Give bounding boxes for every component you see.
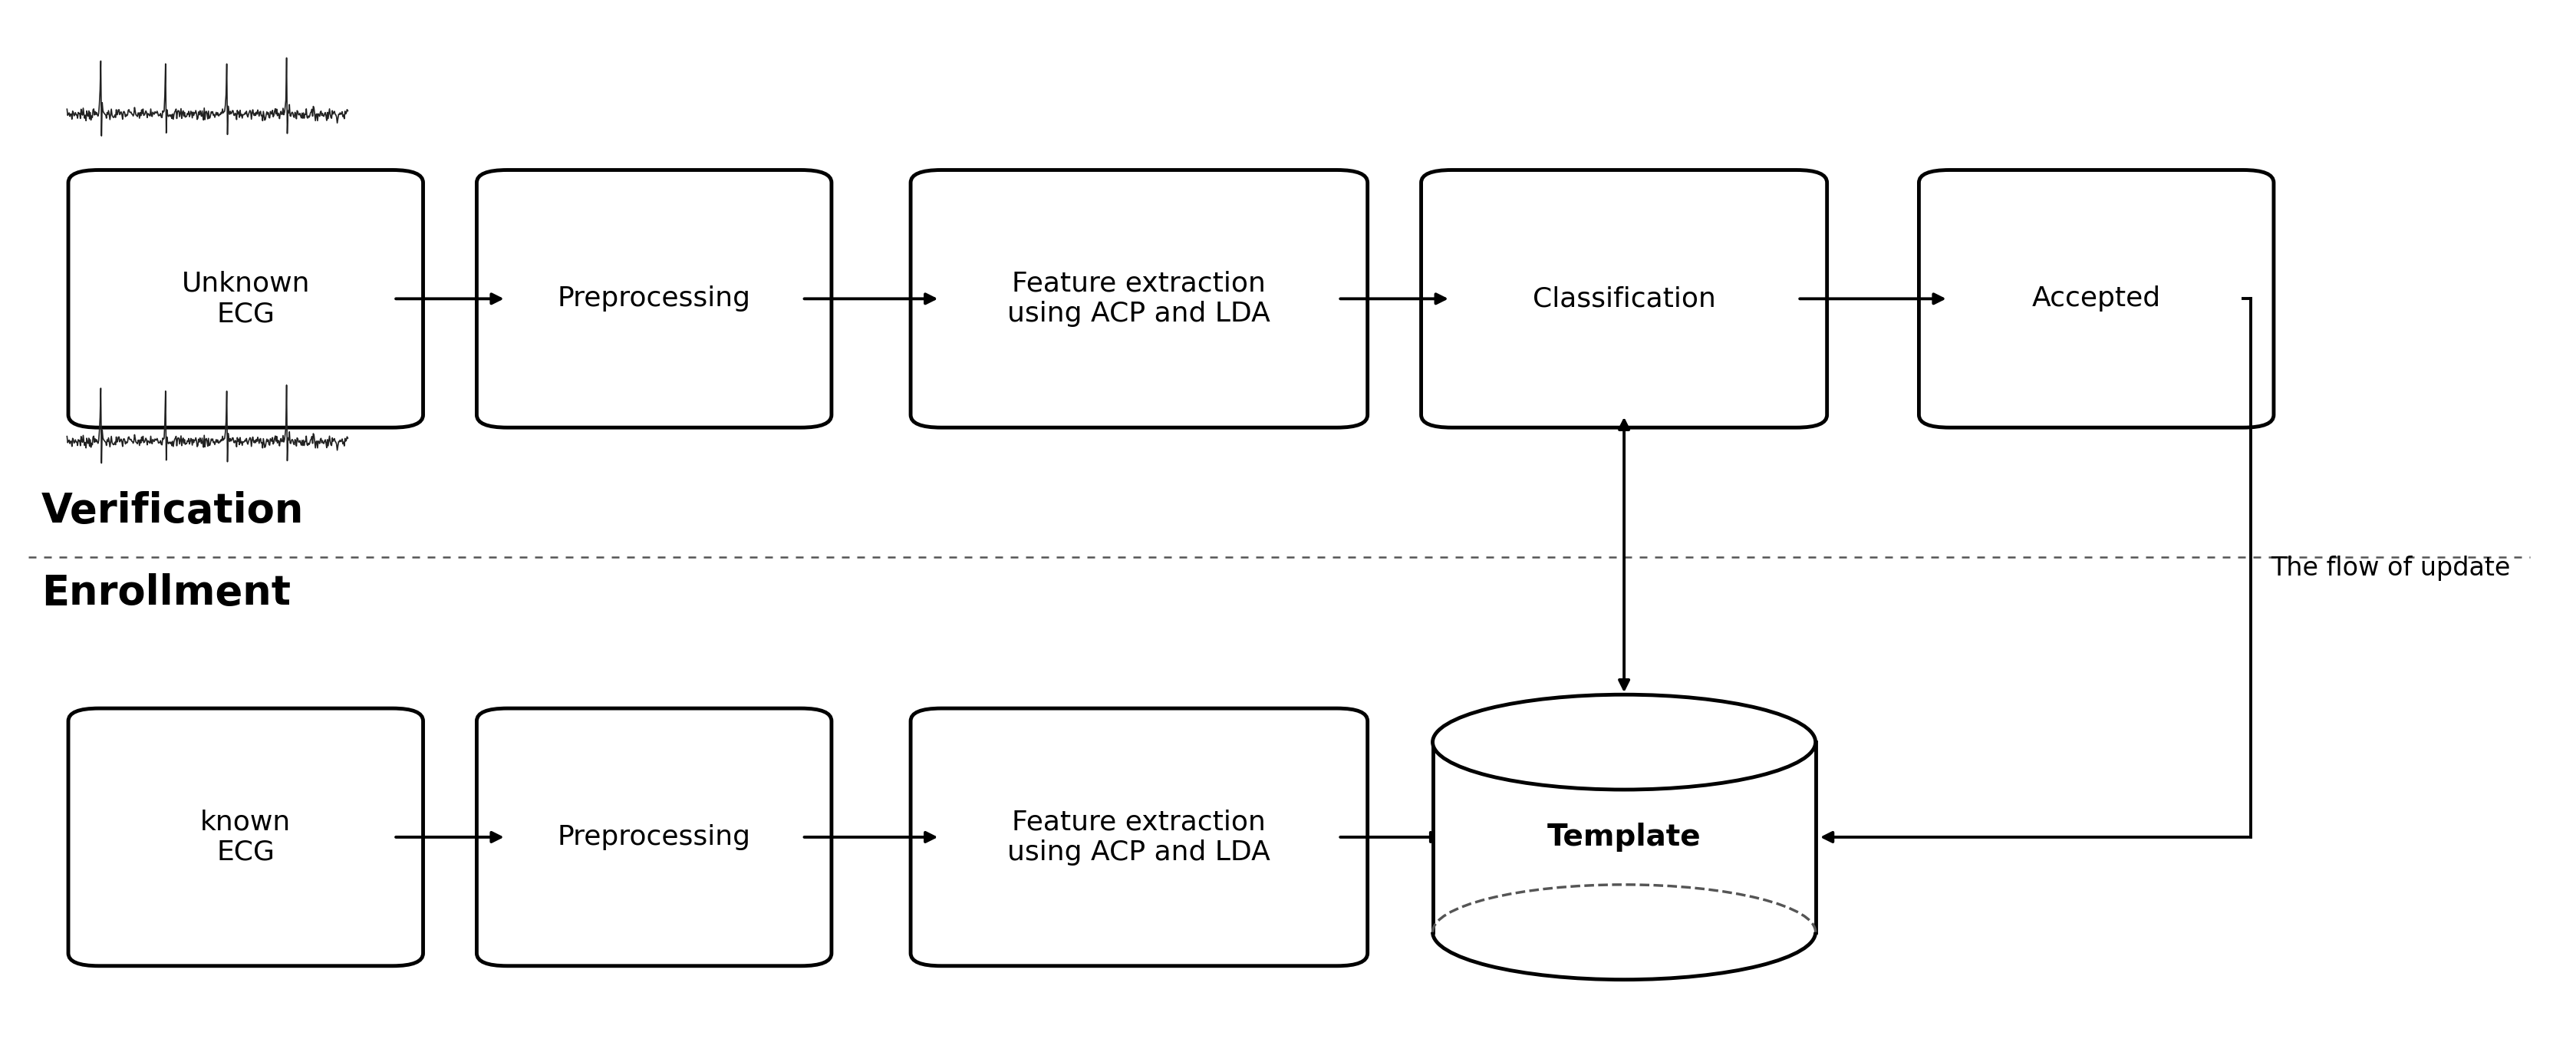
FancyBboxPatch shape xyxy=(912,170,1368,428)
Text: Preprocessing: Preprocessing xyxy=(556,286,750,312)
Polygon shape xyxy=(1432,742,1816,932)
Text: Enrollment: Enrollment xyxy=(41,573,291,613)
Text: Feature extraction
using ACP and LDA: Feature extraction using ACP and LDA xyxy=(1007,809,1270,866)
Text: Accepted: Accepted xyxy=(2032,286,2161,312)
Text: The flow of update: The flow of update xyxy=(2272,555,2512,581)
Text: Verification: Verification xyxy=(41,491,304,531)
Text: known
ECG: known ECG xyxy=(201,809,291,866)
FancyBboxPatch shape xyxy=(1919,170,2275,428)
Text: Feature extraction
using ACP and LDA: Feature extraction using ACP and LDA xyxy=(1007,271,1270,327)
FancyBboxPatch shape xyxy=(70,170,422,428)
Text: Classification: Classification xyxy=(1533,286,1716,312)
FancyBboxPatch shape xyxy=(477,170,832,428)
Text: Unknown
ECG: Unknown ECG xyxy=(180,271,309,327)
FancyBboxPatch shape xyxy=(912,708,1368,966)
Ellipse shape xyxy=(1432,695,1816,790)
Text: Preprocessing: Preprocessing xyxy=(556,824,750,851)
Text: Template: Template xyxy=(1548,823,1700,852)
FancyBboxPatch shape xyxy=(70,708,422,966)
FancyBboxPatch shape xyxy=(477,708,832,966)
FancyBboxPatch shape xyxy=(1422,170,1826,428)
